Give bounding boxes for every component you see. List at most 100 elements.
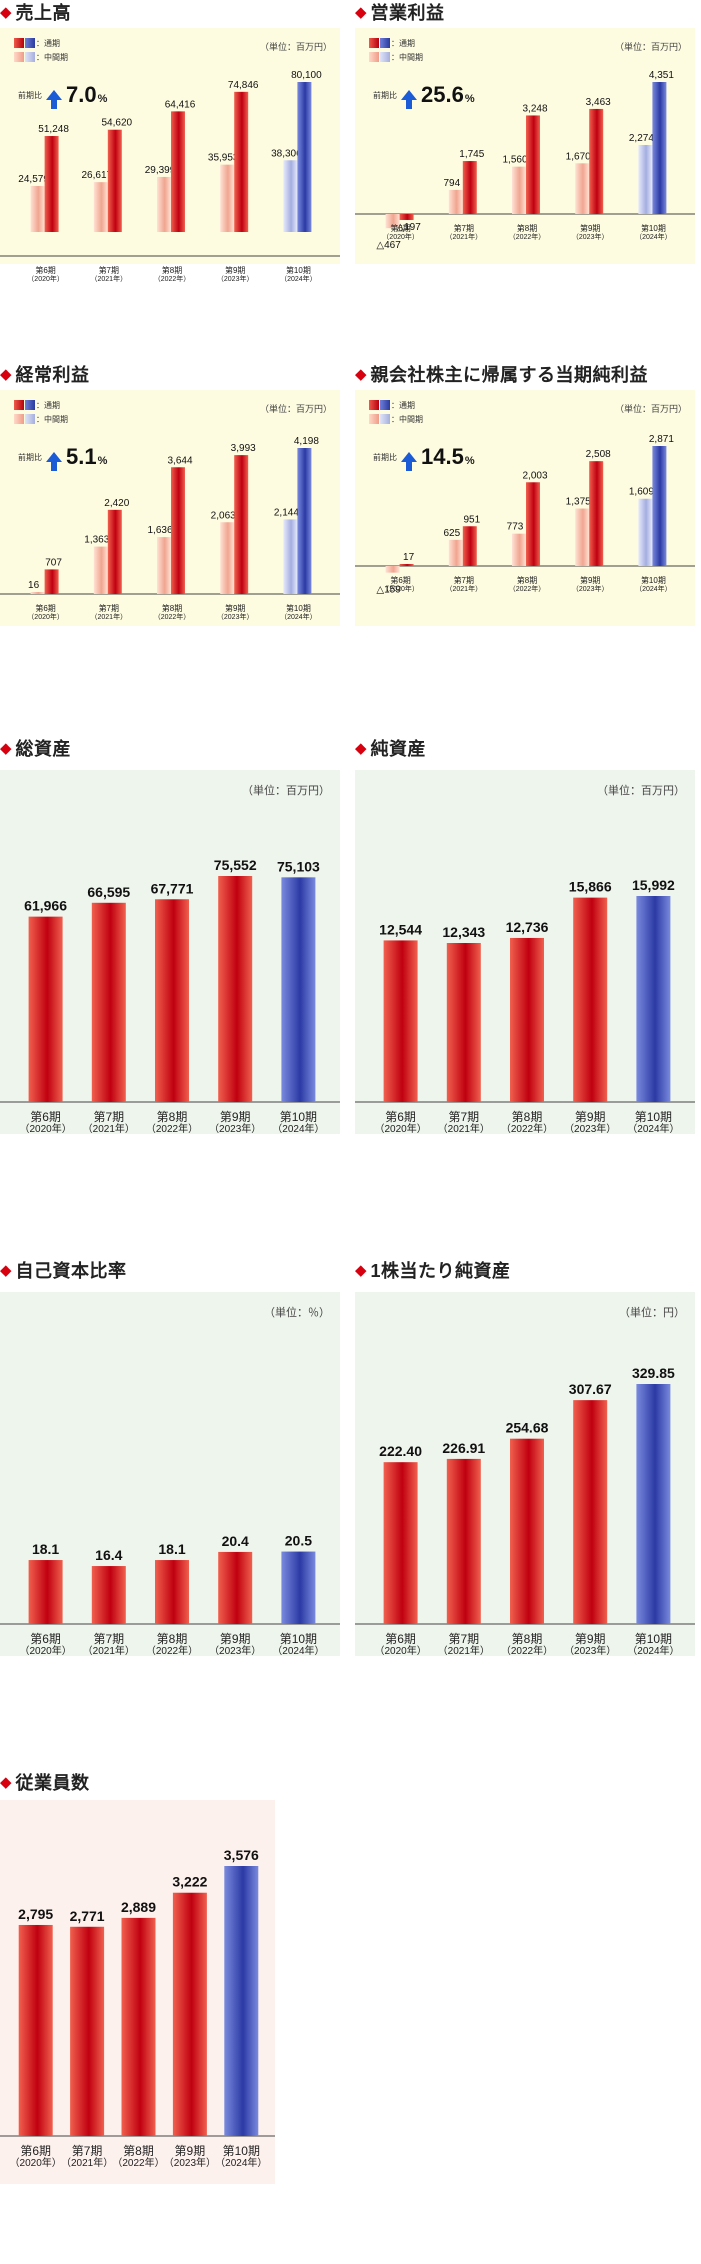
ordinary-profit-chart-title: ◆ 経常利益 bbox=[0, 365, 90, 385]
bar-full-year bbox=[44, 569, 59, 594]
x-axis-tick-label: 第10期 （2024年） bbox=[623, 1110, 683, 1136]
chart-legend: ：通期 ：中間期 bbox=[369, 36, 423, 64]
x-axis-tick-label: 第9期 （2023年） bbox=[205, 604, 265, 622]
chart-legend: ：通期 ：中間期 bbox=[14, 398, 68, 426]
operating-profit-chart-title: ◆ 営業利益 bbox=[355, 3, 445, 23]
total-assets-chart-panel: ◆ 総資産 （単位：百万円） 61,966 66,595 67,771 75,552 75… bbox=[0, 736, 340, 1206]
bar-interim-label: 1,609 bbox=[629, 487, 654, 498]
bar-interim-label: △159 bbox=[376, 585, 401, 596]
x-axis-tick-label: 第9期 （2023年） bbox=[205, 1632, 265, 1658]
unit-label: （単位：百万円） bbox=[242, 785, 330, 797]
bar bbox=[18, 1924, 53, 2136]
x-axis-tick-label: 第9期 （2023年） bbox=[560, 576, 620, 594]
legend-item-interim: ：中間期 bbox=[14, 50, 68, 64]
bar-interim bbox=[575, 163, 590, 214]
bar bbox=[28, 916, 63, 1102]
bar-interim-label: 1,363 bbox=[84, 535, 109, 546]
diamond-bullet-icon: ◆ bbox=[0, 1773, 12, 1791]
bar-interim-label: △467 bbox=[376, 240, 401, 251]
bar-interim-label: 1,375 bbox=[566, 497, 591, 508]
bar-interim bbox=[220, 164, 235, 232]
legend-label-full: ：通期 bbox=[391, 38, 415, 48]
x-axis-tick-label: 第8期 （2022年） bbox=[142, 604, 202, 622]
bar bbox=[155, 1560, 189, 1624]
legend-swatch-light-red bbox=[14, 414, 24, 424]
period-label: 第10期 bbox=[640, 576, 666, 585]
year-label: （2023年） bbox=[209, 1646, 262, 1658]
bar-interim bbox=[283, 519, 298, 594]
legend-swatch-blue bbox=[380, 400, 390, 410]
employees-chart-panel: ◆ 従業員数 2,795 2,771 2,889 3,222 3,576 第6期 （2020… bbox=[0, 1770, 275, 2234]
year-label: （2024年） bbox=[280, 613, 317, 621]
period-label: 第7期 bbox=[71, 2144, 103, 2158]
period-label: 第10期 bbox=[285, 604, 311, 613]
bar-interim bbox=[575, 508, 590, 566]
period-label: 第8期 bbox=[161, 604, 183, 613]
up-arrow-icon bbox=[401, 90, 417, 109]
year-label: （2022年） bbox=[500, 1646, 554, 1658]
bar bbox=[510, 1438, 544, 1624]
bar-value-label: 222.40 bbox=[379, 1443, 422, 1459]
period-label: 第6期 bbox=[390, 224, 411, 233]
yoy-label: 前期比 bbox=[18, 90, 42, 100]
period-label: 第6期 bbox=[390, 576, 411, 585]
bar-interim bbox=[30, 185, 45, 232]
period-label: 第7期 bbox=[98, 604, 120, 613]
sales-chart-panel: ◆ 売上高 （単位：百万円） ：通期 ：中間期 前期比 7.0% 24,579 51… bbox=[0, 0, 340, 350]
equity-ratio-chart-title: ◆ 自己資本比率 bbox=[0, 1261, 127, 1281]
bar-full-year-label: 54,620 bbox=[102, 118, 133, 129]
bar bbox=[636, 1384, 671, 1624]
x-axis-tick-label: 第10期 （2024年） bbox=[268, 604, 328, 622]
bar-full-year-label: 707 bbox=[45, 557, 62, 568]
bar-interim-label: 29,399 bbox=[145, 165, 176, 176]
bar bbox=[383, 940, 418, 1102]
bar-value-label: 20.4 bbox=[222, 1533, 249, 1549]
legend-swatch-light-blue bbox=[380, 414, 390, 424]
yoy-label: 前期比 bbox=[373, 90, 397, 100]
legend-swatch-blue bbox=[25, 38, 35, 48]
bar bbox=[28, 1560, 63, 1624]
period-label: 第9期 bbox=[219, 1110, 251, 1124]
bar-value-label: 18.1 bbox=[158, 1541, 185, 1557]
bar-interim bbox=[448, 539, 463, 566]
diamond-bullet-icon: ◆ bbox=[355, 3, 367, 21]
bar-full-year bbox=[44, 136, 59, 232]
bar-value-label: 2,795 bbox=[18, 1906, 53, 1922]
bar-full-year-label: 3,463 bbox=[586, 97, 611, 108]
period-label: 第10期 bbox=[634, 1110, 673, 1124]
bar bbox=[510, 937, 544, 1102]
legend-item-full-year: ：通期 bbox=[14, 398, 68, 412]
diamond-bullet-icon: ◆ bbox=[355, 365, 367, 383]
bar-full-year-label: 17 bbox=[403, 552, 415, 563]
bar bbox=[172, 1892, 207, 2136]
bar-value-label: 2,889 bbox=[121, 1899, 156, 1915]
year-label: （2024年） bbox=[272, 1124, 325, 1136]
x-axis-tick-label: 第9期 （2023年） bbox=[205, 266, 265, 284]
x-axis-tick-label: 第6期 （2020年） bbox=[6, 2144, 66, 2170]
bar-interim-label: 26,617 bbox=[82, 170, 113, 181]
bar-full-year bbox=[297, 448, 312, 594]
bar-interim-label: 794 bbox=[443, 178, 460, 189]
year-label: （2020年） bbox=[374, 1124, 427, 1136]
bar-value-label: 2,771 bbox=[70, 1908, 105, 1924]
bar-full-year bbox=[399, 564, 414, 566]
year-label: （2022年） bbox=[500, 1124, 554, 1136]
year-label: （2021年） bbox=[437, 1646, 490, 1658]
period-label: 第9期 bbox=[579, 576, 601, 585]
net-assets-bar-chart: 12,544 12,343 12,736 15,866 15,992 bbox=[355, 877, 695, 1103]
total-assets-chart-title: ◆ 総資産 bbox=[0, 739, 72, 759]
period-label: 第6期 bbox=[20, 2144, 52, 2158]
bar-full-year bbox=[171, 111, 185, 232]
bar-interim-label: 38,306 bbox=[271, 148, 302, 159]
year-label: （2023年） bbox=[571, 585, 609, 593]
bar-full-year bbox=[107, 129, 122, 232]
x-axis-tick-label: 第8期 （2022年） bbox=[497, 1110, 557, 1136]
legend-swatch-red bbox=[14, 38, 24, 48]
ordinary-profit-chart-panel: ◆ 経常利益 （単位：百万円） ：通期 ：中間期 前期比 5.1% 16 707 1,… bbox=[0, 362, 340, 712]
x-axis-tick-label: 第9期 （2023年） bbox=[205, 1110, 265, 1136]
bar bbox=[224, 1866, 259, 2136]
bar bbox=[446, 1458, 481, 1624]
up-arrow-icon bbox=[46, 90, 62, 109]
legend-swatch-light-blue bbox=[380, 52, 390, 62]
bar-interim-label: 1,560 bbox=[502, 155, 527, 166]
